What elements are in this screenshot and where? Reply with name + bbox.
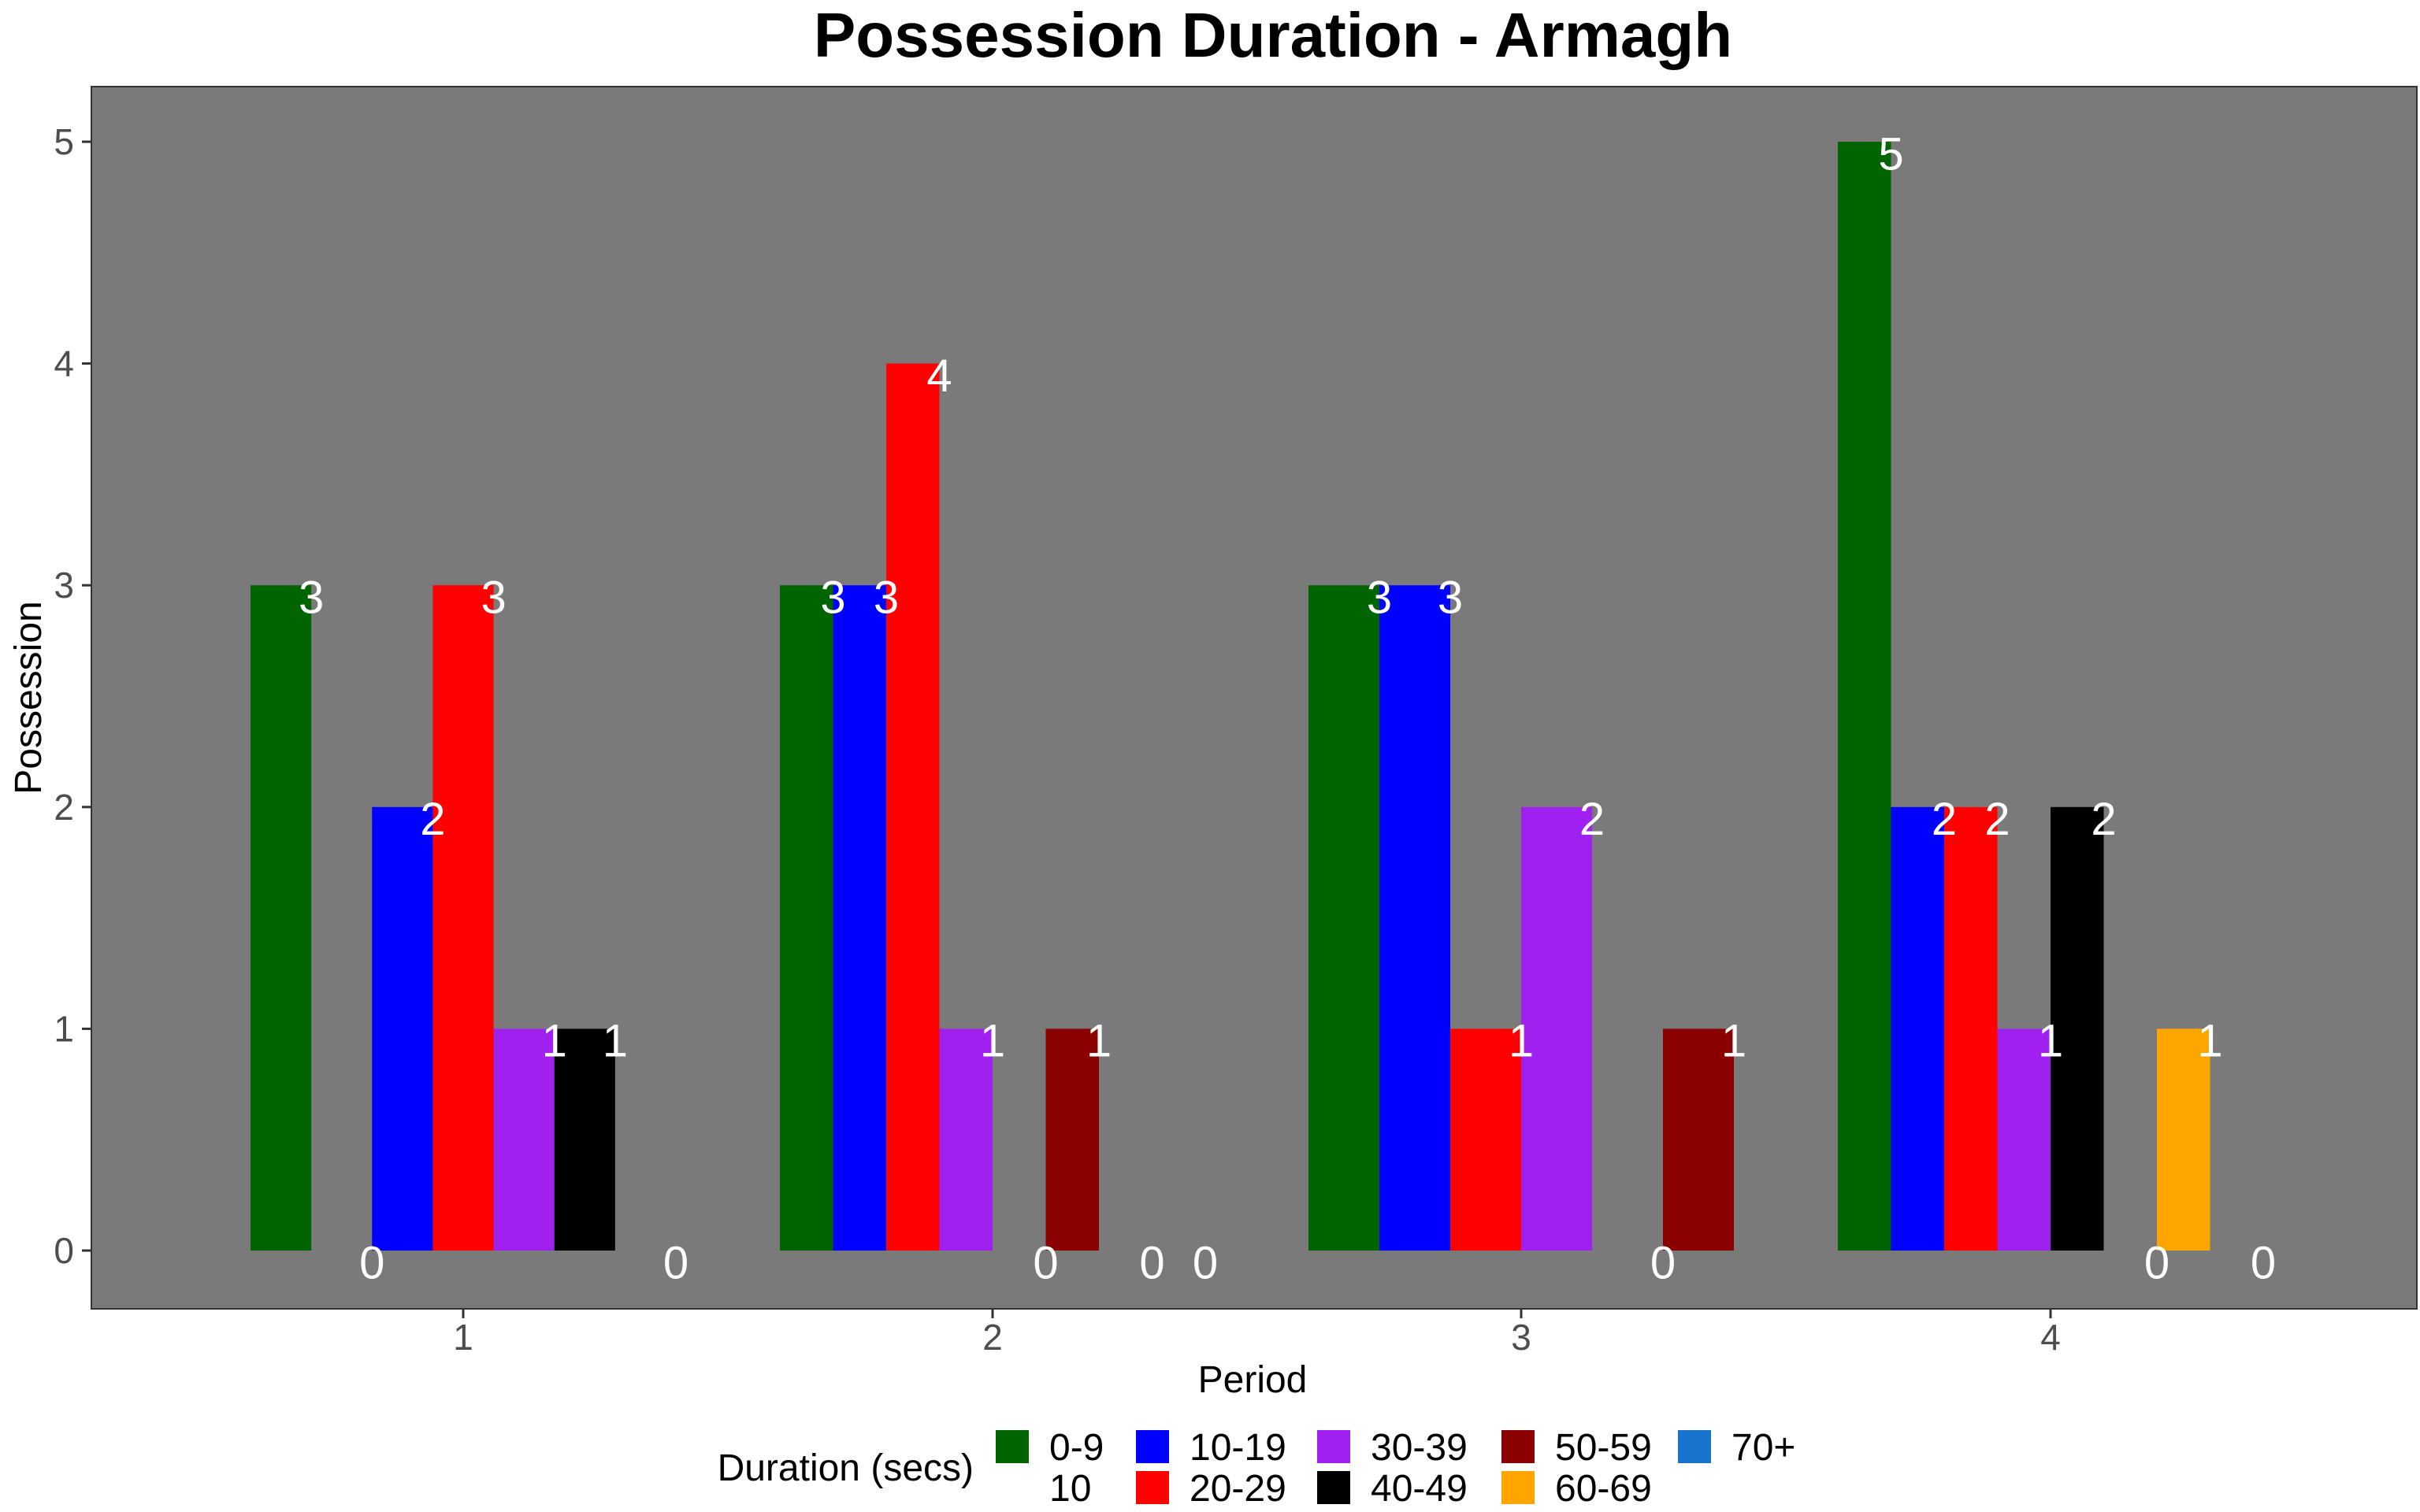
bar-period-1-6 (554, 1028, 615, 1251)
y-tick-label: 3 (54, 565, 74, 606)
y-axis-title: Possession (8, 601, 50, 794)
bar-period-3-3 (1450, 1028, 1521, 1251)
bar-value-label: 0 (359, 1237, 384, 1288)
bar-value-label: 0 (2144, 1237, 2169, 1288)
bar-period-2-2 (833, 585, 886, 1251)
bar-value-label: 3 (874, 573, 899, 624)
y-tick-label: 2 (54, 787, 74, 828)
bar-period-1-5 (493, 1028, 555, 1251)
bar-period-3-4 (1521, 806, 1592, 1251)
bar-value-label: 3 (299, 573, 324, 624)
bar-value-label: 1 (1086, 1016, 1112, 1067)
bar-value-label: 5 (1878, 128, 1903, 180)
legend-label: 70+ (1731, 1427, 1795, 1469)
bar-period-2-3 (886, 363, 940, 1251)
bar-value-label: 2 (1579, 794, 1605, 845)
bar-period-4-7 (2157, 1028, 2210, 1251)
legend-key-10-19 (1136, 1430, 1169, 1463)
bar-period-1-3 (372, 806, 433, 1251)
legend-key-70+ (1678, 1430, 1711, 1463)
bar-value-label: 4 (926, 350, 952, 402)
bar-value-label: 2 (420, 794, 445, 845)
legend-label: 60-69 (1555, 1468, 1652, 1510)
bar-period-2-1 (780, 585, 833, 1251)
x-axis: 1 2 3 4 (453, 1309, 2061, 1358)
bar-value-label: 1 (2197, 1016, 2222, 1067)
y-axis: 0 1 2 3 4 5 (54, 121, 91, 1271)
bar-value-label: 1 (980, 1016, 1005, 1067)
x-axis-title: Period (1198, 1359, 1308, 1401)
y-tick-label: 5 (54, 121, 74, 162)
chart-title: Possession Duration - Armagh (814, 0, 1732, 70)
legend-key-20-29 (1136, 1471, 1169, 1504)
y-tick-label: 0 (54, 1230, 74, 1271)
x-tick-label: 4 (2040, 1317, 2061, 1358)
bar-period-3-1 (1308, 585, 1379, 1251)
legend-label: 40-49 (1371, 1468, 1468, 1510)
bar-value-label: 0 (663, 1237, 689, 1288)
bar-value-label: 1 (2038, 1016, 2063, 1067)
bar-period-4-1 (1838, 142, 1891, 1251)
bar-value-label: 0 (1139, 1237, 1164, 1288)
bar-value-label: 3 (481, 573, 506, 624)
x-tick-label: 2 (982, 1317, 1003, 1358)
bar-value-label: 0 (1650, 1237, 1676, 1288)
bar-period-4-3 (1944, 806, 1998, 1251)
bars-layer (251, 142, 2210, 1251)
bar-value-label: 1 (1721, 1016, 1746, 1067)
legend-label: 50-59 (1555, 1427, 1652, 1469)
bar-period-1-4 (432, 585, 494, 1251)
bar-value-label: 3 (1438, 573, 1463, 624)
legend-key-50-59 (1501, 1430, 1535, 1463)
bar-value-label: 1 (1509, 1016, 1534, 1067)
bar-period-2-6 (1045, 1028, 1099, 1251)
bar-value-label: 0 (1193, 1237, 1218, 1288)
legend-label: 30-39 (1371, 1427, 1468, 1469)
bar-value-label: 2 (1932, 794, 1957, 845)
legend-label: 10-19 (1190, 1427, 1286, 1469)
bar-period-2-4 (939, 1028, 993, 1251)
bar-period-3-6 (1663, 1028, 1734, 1251)
bar-value-label: 2 (2091, 794, 2116, 845)
bar-value-label: 3 (820, 573, 845, 624)
legend-label: 0-9 (1049, 1427, 1104, 1469)
legend-label: 10 (1049, 1468, 1091, 1510)
legend-label: 20-29 (1190, 1468, 1286, 1510)
bar-value-label: 3 (1367, 573, 1392, 624)
bar-period-1-1 (251, 585, 312, 1251)
bar-value-label: 0 (1033, 1237, 1058, 1288)
bar-period-4-2 (1891, 806, 1944, 1251)
legend-key-30-39 (1317, 1430, 1350, 1463)
legend-key-40-49 (1317, 1471, 1350, 1504)
legend-key-60-69 (1501, 1471, 1535, 1504)
bar-value-label: 2 (1984, 794, 2010, 845)
legend-key-0-9 (996, 1430, 1029, 1463)
bar-period-4-5 (2051, 806, 2104, 1251)
y-tick-label: 1 (54, 1008, 74, 1049)
bar-value-label: 1 (603, 1016, 628, 1067)
bar-period-3-2 (1379, 585, 1450, 1251)
bar-value-label: 1 (542, 1016, 567, 1067)
legend-title: Duration (secs) (718, 1447, 974, 1489)
bar-value-label: 0 (2251, 1237, 2276, 1288)
y-tick-label: 4 (54, 343, 74, 384)
x-tick-label: 3 (1511, 1317, 1531, 1358)
x-tick-label: 1 (453, 1317, 473, 1358)
bar-period-4-4 (1997, 1028, 2051, 1251)
